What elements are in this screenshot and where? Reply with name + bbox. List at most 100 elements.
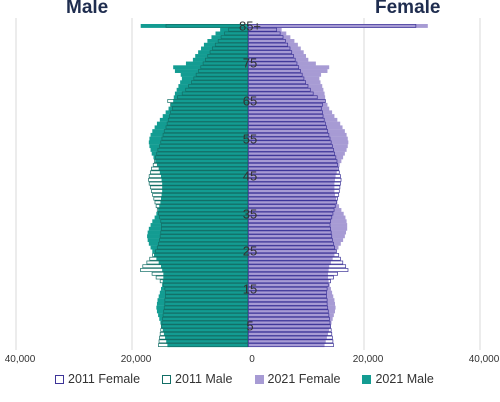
bar-2021-male (153, 155, 248, 160)
bar-2011-female (248, 238, 333, 242)
legend-swatch-2021-female (254, 374, 264, 384)
legend-label: 2011 Female (68, 372, 141, 386)
bar-2021-male (151, 151, 248, 156)
bar-2021-male (156, 121, 248, 126)
bar-2021-male (161, 264, 248, 269)
bar-2021-female (248, 290, 333, 295)
bar-2011-male (161, 223, 249, 227)
bar-2011-female (248, 129, 329, 133)
bar-2011-female (248, 50, 293, 55)
bar-2021-female (248, 65, 330, 70)
bar-2011-male (164, 286, 249, 291)
bar-2021-male (161, 193, 248, 197)
bar-2021-male (156, 309, 248, 314)
bar-2021-female (248, 129, 345, 134)
bar-2021-male (207, 39, 248, 43)
bar-2011-female (248, 264, 347, 269)
bar-2011-female (248, 204, 336, 209)
bar-2011-female (248, 140, 332, 145)
bar-2021-male (163, 275, 248, 280)
bar-2021-male (149, 144, 248, 149)
bar-2011-male (151, 166, 249, 171)
bar-2021-female (248, 39, 295, 43)
bar-2021-female (248, 170, 337, 175)
bar-2011-male (156, 151, 249, 156)
bar-2021-male (140, 24, 248, 28)
bar-2011-male (165, 294, 249, 299)
bar-2021-female (248, 200, 338, 205)
female-side-title: Female (375, 0, 441, 18)
bar-2011-male (152, 253, 248, 257)
bar-2021-male (162, 185, 248, 190)
bar-2011-female (248, 343, 334, 347)
bar-2011-female (248, 309, 329, 314)
bar-2011-male (161, 136, 248, 141)
bar-2011-male (160, 328, 249, 332)
bar-2021-male (180, 72, 248, 77)
bar-2011-male (154, 159, 249, 163)
bar-2021-female (248, 331, 329, 336)
bar-2021-female (248, 147, 347, 152)
bar-2021-female (248, 155, 344, 160)
bar-2021-female (248, 102, 328, 107)
bar-2021-female (248, 87, 324, 92)
bar-2011-female (248, 230, 332, 235)
age-tick-label: 15 (242, 281, 258, 297)
bar-2011-male (159, 144, 249, 148)
bar-2021-male (162, 328, 248, 333)
bar-2011-female (248, 155, 337, 160)
legend-label: 2021 Female (267, 372, 341, 386)
bar-2021-male (170, 102, 248, 107)
bar-2021-male (162, 114, 248, 119)
bar-2021-female (248, 140, 349, 145)
bar-2011-female (248, 54, 294, 58)
legend-item-2021-female: 2021 Female (254, 372, 341, 386)
bar-2021-male (168, 106, 248, 111)
bar-2021-male (163, 271, 248, 276)
bar-2011-male (152, 193, 248, 197)
bar-2011-female (248, 35, 284, 40)
age-tick-label: 65 (242, 93, 258, 109)
bar-2021-female (248, 99, 326, 104)
bar-2011-male (151, 189, 249, 194)
bar-2021-male (148, 226, 248, 231)
bar-2011-male (149, 170, 249, 175)
bar-2021-female (248, 211, 344, 216)
bar-2021-female (248, 110, 333, 115)
bar-2011-female (248, 102, 323, 107)
bar-2021-male (162, 181, 248, 186)
bar-2011-female (248, 275, 334, 280)
bar-2011-female (248, 151, 336, 156)
bar-2011-male (160, 230, 249, 235)
bar-2021-female (248, 226, 348, 231)
bar-2011-male (149, 256, 249, 261)
bar-2021-female (248, 114, 335, 119)
bar-2021-female (248, 309, 335, 314)
bar-2021-male (157, 298, 248, 303)
bar-2021-male (160, 200, 248, 205)
bar-2011-male (188, 84, 249, 88)
bar-2011-male (146, 260, 249, 265)
bar-2021-female (248, 249, 337, 254)
bar-2021-male (159, 290, 248, 295)
bar-2021-female (248, 264, 330, 269)
x-tick-label: 0 (249, 354, 255, 365)
bar-2011-female (248, 200, 337, 205)
bar-2021-male (150, 245, 248, 250)
bar-2021-male (173, 95, 248, 100)
bar-2021-male (220, 27, 248, 32)
bar-2011-male (149, 185, 249, 190)
bar-2011-female (248, 76, 305, 81)
bar-2021-male (185, 61, 248, 66)
bar-2011-male (158, 241, 248, 246)
bar-2011-male (209, 50, 249, 55)
legend-swatch-2011-male (162, 374, 172, 384)
bar-2011-female (248, 226, 331, 231)
bar-2021-female (248, 189, 335, 194)
bar-2011-male (217, 39, 249, 43)
bar-2021-male (195, 54, 248, 58)
bar-2021-male (149, 136, 248, 141)
bar-2021-male (159, 170, 248, 175)
bar-2021-male (162, 283, 248, 288)
